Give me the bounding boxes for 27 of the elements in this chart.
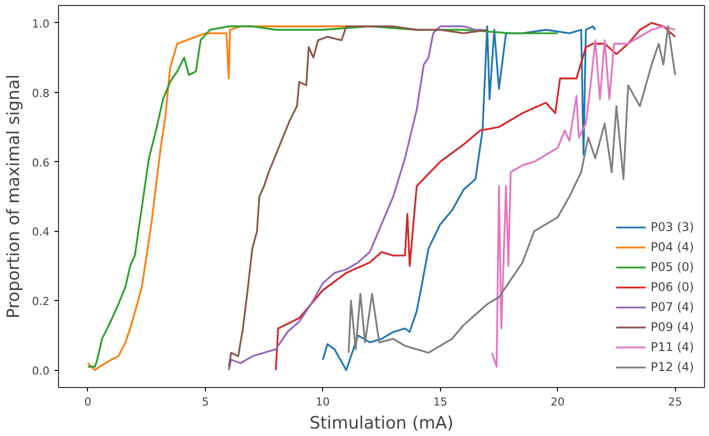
x-tick-label: 25 <box>668 396 682 408</box>
y-tick-label: 1.0 <box>32 17 50 30</box>
legend-label: P04 (4) <box>650 240 694 254</box>
legend-label: P07 (4) <box>650 300 694 314</box>
x-axis-title: Stimulation (mA) <box>309 414 454 434</box>
legend-label: P06 (0) <box>650 280 694 294</box>
line-series <box>274 22 676 372</box>
line-series <box>348 25 676 354</box>
legend-label: P11 (4) <box>650 340 694 354</box>
y-tick-label: 0.2 <box>32 295 50 308</box>
y-tick-label: 0.8 <box>32 86 50 100</box>
legend-label: P03 (3) <box>650 220 694 234</box>
y-tick-label: 0.0 <box>32 364 50 378</box>
line-series <box>86 25 559 368</box>
line-series <box>86 25 348 372</box>
x-tick-label: 0 <box>84 396 92 408</box>
line-series <box>322 25 596 372</box>
x-tick-label: 10 <box>316 396 330 408</box>
x-tick-label: 5 <box>202 396 209 408</box>
y-tick-label: 0.4 <box>32 226 50 239</box>
x-tick-label: 15 <box>433 396 448 408</box>
y-tick-label: 0.6 <box>32 156 50 170</box>
x-tick-label: 20 <box>550 396 565 408</box>
y-axis-title: Proportion of maximal signal <box>4 74 24 319</box>
legend-label: P12 (4) <box>650 360 694 374</box>
legend-label: P05 (0) <box>650 260 694 274</box>
legend-label: P09 (4) <box>650 320 694 334</box>
